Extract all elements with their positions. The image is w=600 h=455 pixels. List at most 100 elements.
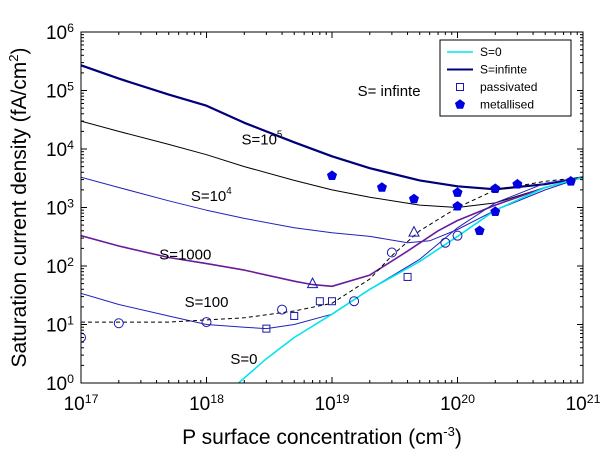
x-axis-title: P surface concentration (cm-3): [182, 424, 462, 449]
point-open-squares-4: [403, 272, 412, 281]
point-metallised-points-5: [474, 225, 485, 236]
y-tick-label-2-part: 10: [46, 257, 67, 278]
y-tick-label-1-part: 10: [46, 316, 67, 337]
curve-label-ann-inf: S= infinte: [358, 83, 421, 100]
x-tick-label-4-sup: 21: [587, 392, 600, 406]
x-tick-label-1-part: 10: [189, 394, 210, 415]
legend: S=0 S=infinte passivated metallised: [439, 39, 572, 117]
series-line-s-infinite: [81, 64, 583, 191]
y-tick-label-0-part: 10: [46, 374, 67, 395]
x-tick-label-2-sup: 19: [336, 392, 350, 406]
point-open-circles-2: [201, 317, 212, 328]
point-open-circles-3: [277, 304, 288, 315]
y-tick-label-5: 105: [46, 80, 74, 103]
curve-label-ann-1e4: S=104: [191, 186, 232, 205]
point-open-squares-1: [290, 311, 299, 320]
y-tick-label-2-sup: 2: [67, 255, 74, 269]
y-tick-label-6-part: 10: [46, 23, 67, 44]
x-tick-label-1: 1018: [189, 392, 224, 415]
point-open-circles-0: [81, 332, 86, 343]
point-open-triangles-1: [408, 225, 420, 237]
y-axis-title-part-2: ): [8, 47, 31, 54]
marker-layer: [81, 170, 576, 343]
point-metallised-points-0: [326, 170, 338, 180]
y-tick-label-5-part: 10: [46, 82, 67, 103]
curve-label-ann-1e4-part: S=10: [191, 188, 226, 205]
x-tick-label-3-part: 10: [440, 394, 461, 415]
y-tick-label-0: 100: [46, 372, 74, 395]
y-axis-title-part-0: Saturation current density (fA/cm: [8, 62, 31, 368]
series-line-s-0: [237, 176, 583, 383]
legend-label-pass: passivated: [480, 80, 537, 94]
curve-label-ann-100: S=100: [185, 294, 229, 311]
y-tick-label-4-sup: 4: [67, 138, 74, 152]
curve-label-ann-1e5: S=105: [241, 129, 282, 148]
x-tick-label-0: 1017: [64, 392, 99, 415]
x-tick-label-1-sup: 18: [210, 392, 224, 406]
point-metallised-points-9: [565, 175, 576, 186]
y-tick-label-1: 101: [46, 314, 74, 337]
y-tick-label-6: 106: [46, 21, 74, 44]
point-metallised-points-8: [512, 178, 523, 189]
point-open-circles-6: [440, 237, 451, 248]
x-tick-label-4-part: 10: [566, 394, 587, 415]
y-tick-label-4: 104: [46, 138, 74, 161]
x-tick-label-0-part: 10: [64, 394, 85, 415]
curve-label-ann-inf-part: S= infinte: [358, 83, 421, 100]
point-open-squares-0: [262, 324, 271, 333]
point-open-circles-4: [349, 296, 360, 307]
point-open-squares-3: [328, 297, 336, 306]
curve-label-ann-0: S=0: [230, 351, 257, 368]
series-line-s-100: [81, 176, 583, 330]
x-tick-label-4: 1021: [566, 392, 600, 415]
y-axis-title-part-1: 2: [6, 54, 21, 61]
point-open-circles-5: [386, 247, 397, 258]
y-tick-label-3-part: 10: [46, 199, 67, 220]
point-metallised-points-4: [452, 200, 463, 211]
legend-swatch-met: [454, 99, 466, 109]
x-tick-label-3: 1020: [440, 392, 475, 415]
x-tick-label-0-sup: 17: [85, 392, 99, 406]
curve-label-ann-1000-part: S=1000: [159, 246, 211, 263]
y-tick-label-6-sup: 6: [67, 21, 74, 35]
y-tick-label-1-sup: 1: [67, 314, 74, 328]
series-layer: [81, 64, 583, 383]
legend-label-met: metallised: [480, 98, 534, 112]
axes-layer: 1017 1018 1019 1020 102110010110210310410510…: [6, 21, 600, 449]
point-metallised-points-1: [376, 182, 387, 192]
x-tick-label-2: 1019: [315, 392, 350, 415]
legend-label-sinf: S=infinte: [480, 63, 527, 77]
x-tick-label-3-sup: 20: [461, 392, 475, 406]
legend-label-s0: S=0: [480, 45, 502, 59]
y-tick-label-3-sup: 3: [67, 197, 74, 211]
legend-swatch-pass: [456, 83, 464, 91]
curve-label-ann-0-part: S=0: [230, 351, 257, 368]
point-open-circles-7: [452, 230, 463, 241]
y-tick-label-5-sup: 5: [67, 80, 74, 94]
series-line-s-1000: [81, 176, 583, 288]
curve-label-ann-1000: S=1000: [159, 246, 211, 263]
x-tick-label-2-part: 10: [315, 394, 336, 415]
y-tick-label-0-sup: 0: [67, 372, 74, 386]
y-tick-label-4-part: 10: [46, 140, 67, 161]
y-tick-label-3: 103: [46, 197, 74, 220]
curve-label-ann-1e5-sup: 5: [277, 129, 283, 140]
series-line-s-1e4: [81, 176, 583, 244]
point-metallised-points-6: [490, 183, 501, 193]
x-axis-title-part-2: ): [455, 426, 462, 449]
y-tick-label-2: 102: [46, 255, 74, 278]
point-metallised-points-7: [490, 206, 501, 216]
x-axis-title-part-0: P surface concentration (cm: [182, 426, 443, 449]
point-open-squares-2: [315, 297, 324, 306]
y-axis-title: Saturation current density (fA/cm2): [6, 47, 31, 367]
series-line-dashed-fit: [81, 176, 583, 323]
point-metallised-points-2: [408, 193, 419, 204]
curve-label-ann-100-part: S=100: [185, 294, 229, 311]
series-line-s-1e5: [81, 120, 583, 208]
point-open-circles-1: [113, 318, 124, 329]
curve-label-ann-1e4-sup: 4: [226, 186, 232, 197]
point-open-triangles-0: [306, 277, 319, 289]
